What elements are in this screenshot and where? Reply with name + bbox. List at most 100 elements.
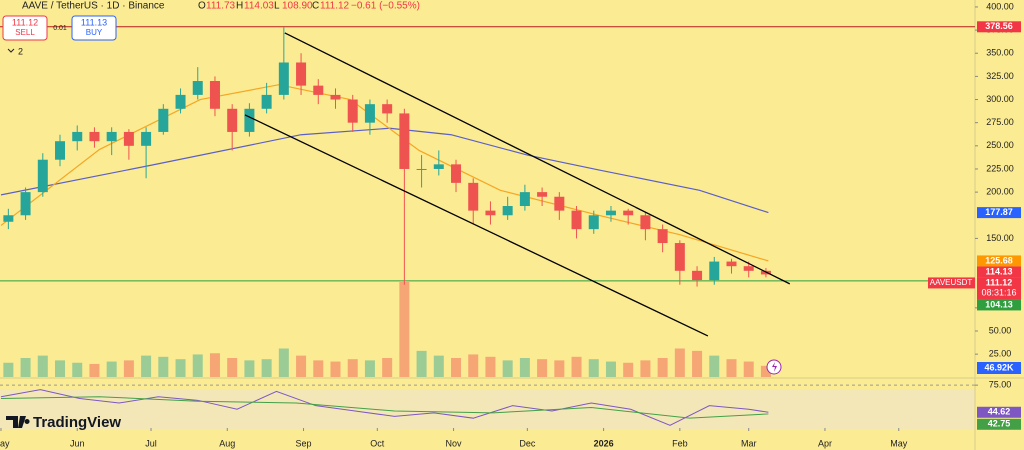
- symbol-title: AAVE / TetherUS · 1D · Binance: [22, 1, 165, 12]
- candle-body: [175, 94, 186, 109]
- candle-body: [623, 210, 634, 216]
- volume-bar: [519, 358, 530, 377]
- volume-bar: [227, 358, 238, 377]
- candle-body: [330, 94, 341, 100]
- x-tick-label: May: [890, 438, 908, 448]
- volume-bar: [192, 354, 203, 377]
- candle-body: [571, 210, 582, 230]
- candle-body: [347, 99, 358, 123]
- volume-bar: [605, 361, 616, 377]
- symbol-label-bg: [928, 277, 975, 289]
- brand: TradingView: [33, 414, 121, 431]
- candle-body: [209, 81, 220, 109]
- volume-bar: [416, 350, 427, 377]
- logo-icon: [6, 416, 30, 428]
- price-label-bg: [977, 277, 1021, 300]
- candle-body: [123, 131, 134, 146]
- price-label-bg: [977, 266, 1021, 278]
- candle-body: [709, 261, 720, 281]
- rsi-label-bg: [977, 406, 1021, 418]
- volume-bar: [657, 358, 668, 377]
- buy-label[interactable]: BUY: [86, 28, 103, 37]
- candle-body: [657, 229, 668, 244]
- countdown: 08:31:16: [981, 287, 1016, 297]
- x-tick-label: Aug: [219, 438, 235, 448]
- candle-body: [3, 215, 14, 222]
- volume-bar: [347, 359, 358, 377]
- buy-price[interactable]: 111.13: [81, 17, 107, 27]
- volume-bar: [244, 360, 255, 377]
- candle-body: [605, 210, 616, 216]
- ohlc-value: 111.12: [320, 1, 350, 12]
- candle-body: [227, 108, 238, 132]
- trendline: [284, 32, 791, 285]
- volume-bar: [588, 359, 599, 377]
- x-tick-label: 2026: [594, 438, 614, 448]
- volume-bar: [502, 360, 513, 377]
- moving-average: [0, 127, 769, 214]
- volume-bar: [106, 361, 117, 377]
- volume-bar: [674, 348, 685, 377]
- volume-bar: [55, 360, 66, 377]
- volume-bar: [537, 359, 548, 377]
- candle-body: [20, 192, 31, 216]
- candle-body: [37, 159, 48, 193]
- x-tick-label: Feb: [672, 438, 688, 448]
- sell-price[interactable]: 111.12: [12, 17, 38, 27]
- rsi-line: [0, 396, 769, 419]
- volume-bar: [158, 356, 169, 377]
- volume-bar: [175, 359, 186, 377]
- volume-bar: [382, 358, 393, 377]
- candle-body: [261, 94, 272, 109]
- ohlc-key: L: [274, 1, 280, 12]
- candle-body: [72, 131, 83, 142]
- volume-bar: [623, 362, 634, 377]
- y-tick-label: 50.00: [989, 325, 1012, 335]
- x-tick-label: Oct: [370, 438, 385, 448]
- spread: 0.01: [53, 25, 67, 32]
- volume-bar: [726, 359, 737, 377]
- rsi-band: [0, 389, 975, 429]
- x-tick-label: Jul: [145, 438, 157, 448]
- candle-body: [364, 104, 375, 123]
- candle-body: [399, 113, 410, 169]
- candle-body: [296, 62, 307, 86]
- price-label-bg: [977, 255, 1021, 267]
- candle-body: [726, 261, 737, 267]
- volume-bar: [640, 360, 651, 377]
- x-tick-label: Dec: [519, 438, 536, 448]
- candle-body: [743, 266, 754, 271]
- price-label: 177.87: [985, 207, 1013, 217]
- volume-bar: [72, 362, 83, 377]
- volume-bar: [485, 356, 496, 377]
- rsi-tick-label: 75.00: [989, 380, 1012, 390]
- candle-body: [278, 62, 289, 95]
- buy-button[interactable]: [71, 15, 117, 41]
- ohlc-value: 111.73: [206, 1, 236, 12]
- y-tick-label: 25.00: [989, 349, 1012, 359]
- candle-body: [313, 85, 324, 95]
- volume-bar: [743, 361, 754, 377]
- candle-body: [588, 215, 599, 230]
- y-tick-label: 225.00: [986, 163, 1014, 173]
- volume-bar: [123, 360, 134, 377]
- volume-bar: [20, 358, 31, 377]
- ohlc-value: 114.03: [244, 1, 274, 12]
- volume-bar: [571, 356, 582, 377]
- volume-bar: [3, 362, 14, 377]
- x-tick-label: Jun: [70, 438, 85, 448]
- rsi-label: 44.62: [988, 407, 1011, 417]
- candle-body: [485, 210, 496, 216]
- volume-bar: [451, 358, 462, 377]
- collapse-icon[interactable]: [7, 48, 15, 53]
- indicator-count[interactable]: 2: [18, 46, 23, 56]
- volume-bar: [209, 353, 220, 377]
- price-label: 114.13: [985, 266, 1012, 276]
- price-label: 111.12: [986, 277, 1013, 287]
- price-label-bg: [977, 299, 1021, 311]
- y-tick-label: 400.00: [986, 1, 1014, 11]
- candle-body: [537, 192, 548, 197]
- sell-label[interactable]: SELL: [15, 28, 35, 37]
- price-label: 378.56: [985, 21, 1013, 31]
- sell-button[interactable]: [2, 15, 48, 41]
